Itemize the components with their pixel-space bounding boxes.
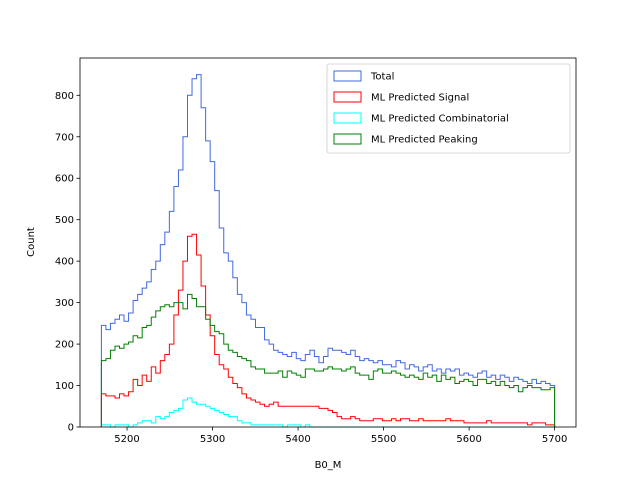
y-tick-label: 800 — [55, 91, 74, 102]
y-tick-label: 100 — [55, 381, 74, 392]
y-axis-label: Count — [26, 227, 37, 257]
series-ml-predicted-peaking — [100, 293, 556, 427]
y-tick-label: 300 — [55, 298, 74, 309]
x-axis-label: B0_M — [315, 460, 342, 471]
x-tick-label: 5700 — [542, 434, 567, 445]
x-tick-label: 5500 — [371, 434, 396, 445]
legend-label: ML Predicted Peaking — [371, 135, 478, 146]
y-tick-label: 600 — [55, 174, 74, 185]
legend: Total ML Predicted Signal ML Predicted Com… — [326, 63, 571, 154]
y-tick-label: 0 — [68, 423, 74, 434]
legend-swatch — [333, 112, 362, 124]
series-ml-predicted-signal — [100, 233, 556, 427]
legend-swatch — [333, 91, 362, 103]
x-tick-label: 5200 — [114, 434, 139, 445]
legend-box — [326, 63, 571, 154]
legend-label: ML Predicted Combinatorial — [371, 114, 509, 125]
y-tick-label: 500 — [55, 215, 74, 226]
y-axis: 0 100 200 300 400 500 600 700 800 — [55, 91, 80, 434]
legend-swatch — [333, 70, 362, 82]
x-tick-label: 5300 — [200, 434, 225, 445]
series-total — [100, 74, 556, 427]
x-axis: 5200 5300 5400 5500 5600 5700 — [114, 427, 567, 445]
legend-label: Total — [370, 72, 394, 83]
y-tick-label: 400 — [55, 257, 74, 268]
plot-frame — [79, 57, 577, 428]
y-tick-label: 200 — [55, 340, 74, 351]
legend-label: ML Predicted Signal — [371, 93, 469, 104]
x-tick-label: 5400 — [285, 434, 310, 445]
x-tick-label: 5600 — [456, 434, 481, 445]
y-tick-label: 700 — [55, 132, 74, 143]
legend-swatch — [333, 133, 362, 145]
series-layer — [100, 74, 556, 428]
